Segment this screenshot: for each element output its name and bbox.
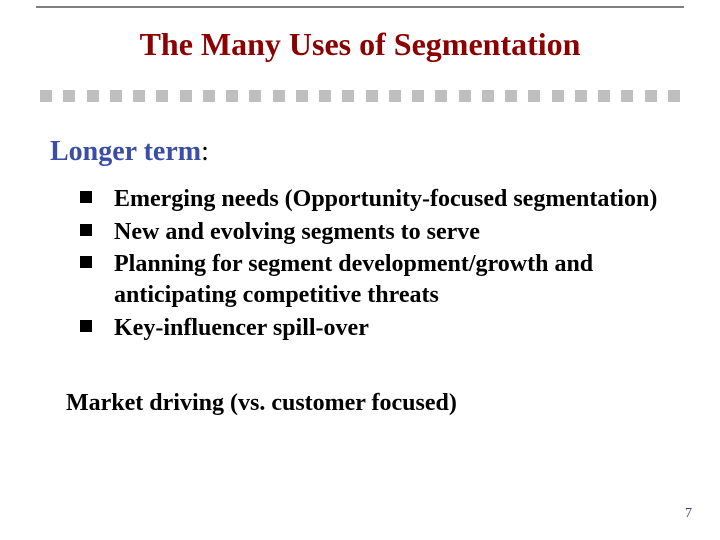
dotted-square	[412, 90, 424, 102]
page-title: The Many Uses of Segmentation	[0, 26, 720, 63]
dotted-square	[598, 90, 610, 102]
dotted-square	[389, 90, 401, 102]
dotted-square	[226, 90, 238, 102]
bullet-item: Key-influencer spill-over	[80, 313, 660, 344]
dotted-square	[296, 90, 308, 102]
section-heading-colon: :	[201, 136, 209, 167]
dotted-square	[110, 90, 122, 102]
dotted-square	[133, 90, 145, 102]
dotted-square	[249, 90, 261, 102]
dotted-square	[366, 90, 378, 102]
dotted-square	[203, 90, 215, 102]
dotted-square	[505, 90, 517, 102]
bullet-item: New and evolving segments to serve	[80, 217, 660, 248]
section-heading-text: Longer term	[50, 136, 201, 167]
dotted-square	[180, 90, 192, 102]
slide: The Many Uses of Segmentation Longer ter…	[0, 0, 720, 540]
section-heading: Longer term:	[50, 136, 209, 168]
dotted-square	[435, 90, 447, 102]
dotted-square	[575, 90, 587, 102]
closing-line: Market driving (vs. customer focused)	[66, 390, 660, 417]
dotted-divider	[40, 90, 680, 102]
dotted-square	[482, 90, 494, 102]
bullet-list: Emerging needs (Opportunity-focused segm…	[80, 184, 660, 346]
bullet-item: Emerging needs (Opportunity-focused segm…	[80, 184, 660, 215]
dotted-square	[87, 90, 99, 102]
page-number: 7	[685, 506, 692, 522]
dotted-square	[459, 90, 471, 102]
dotted-square	[621, 90, 633, 102]
top-rule	[36, 6, 684, 8]
dotted-square	[40, 90, 52, 102]
dotted-square	[668, 90, 680, 102]
dotted-square	[645, 90, 657, 102]
dotted-square	[528, 90, 540, 102]
dotted-square	[319, 90, 331, 102]
bullet-item: Planning for segment development/growth …	[80, 249, 660, 310]
dotted-square	[156, 90, 168, 102]
dotted-square	[63, 90, 75, 102]
dotted-square	[273, 90, 285, 102]
dotted-square	[342, 90, 354, 102]
dotted-square	[552, 90, 564, 102]
